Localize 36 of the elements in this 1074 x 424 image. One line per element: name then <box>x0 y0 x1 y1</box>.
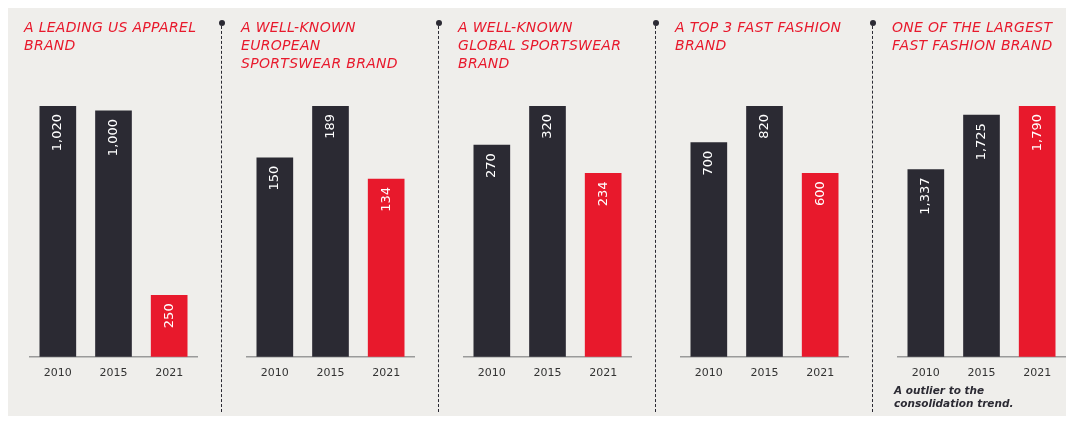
data-label: 320 <box>538 114 554 139</box>
x-tick-label: 2021 <box>372 366 401 380</box>
data-label: 820 <box>755 114 771 139</box>
x-tick-label: 2010 <box>43 366 72 380</box>
chart-title: ONE OF THE LARGEST FAST FASHION BRAND <box>891 18 1054 55</box>
x-tick-label: 2015 <box>99 366 128 380</box>
x-tick-label: 2010 <box>911 366 940 380</box>
x-tick-label: 2010 <box>260 366 289 380</box>
chart-title: A TOP 3 FAST FASHION BRAND <box>673 18 843 55</box>
chart-title: A WELL-KNOWN EUROPEAN SPORTSWEAR BRAND <box>239 18 399 73</box>
x-tick-label: 2010 <box>477 366 506 380</box>
data-label: 1,790 <box>1028 114 1044 152</box>
data-label: 1,725 <box>972 123 988 161</box>
x-tick-label: 2015 <box>750 366 779 380</box>
data-label: 1,337 <box>917 177 933 215</box>
data-label: 250 <box>160 303 176 329</box>
x-tick-label: 2021 <box>589 366 618 380</box>
data-label: 134 <box>377 186 393 212</box>
text: A outlier to the consolidation trend. <box>894 384 1015 410</box>
x-tick-label: 2010 <box>694 366 723 380</box>
data-label: 1,020 <box>49 114 65 152</box>
chart-title: A LEADING US APPAREL BRAND <box>22 18 198 55</box>
x-tick-label: 2021 <box>1023 366 1052 380</box>
data-label: 700 <box>700 150 716 176</box>
data-label: 1,000 <box>104 118 120 157</box>
chart-title: A WELL-KNOWN GLOBAL SPORTSWEAR BRAND <box>456 18 623 73</box>
x-tick-label: 2021 <box>806 366 835 380</box>
x-tick-label: 2021 <box>155 366 184 380</box>
x-tick-label: 2015 <box>533 366 562 380</box>
data-label: 600 <box>811 181 827 207</box>
x-tick-label: 2015 <box>967 366 996 380</box>
data-label: 150 <box>266 165 282 191</box>
data-label: 270 <box>483 153 499 179</box>
data-label: 234 <box>594 181 610 207</box>
x-tick-label: 2015 <box>316 366 345 380</box>
data-label: 189 <box>321 114 337 139</box>
